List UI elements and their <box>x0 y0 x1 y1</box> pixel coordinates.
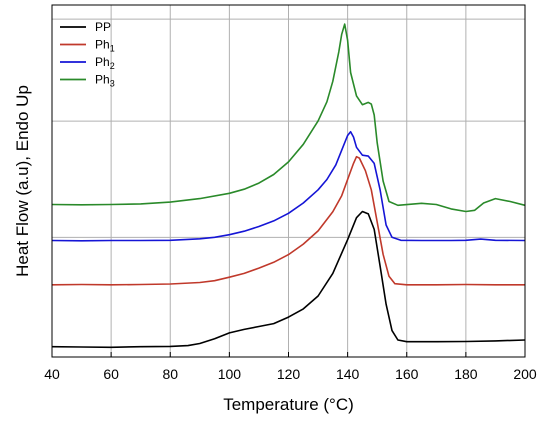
x-axis-ticks: 40 60 80 100 120 140 160 180 200 <box>44 352 537 382</box>
x-tick-label: 100 <box>218 366 242 382</box>
x-tick-label: 160 <box>395 366 419 382</box>
series-line-ph2 <box>51 130 526 242</box>
x-tick-label: 60 <box>103 366 119 382</box>
x-tick-label: 180 <box>454 366 478 382</box>
plot-series <box>51 23 526 349</box>
legend-label-subscript: 1 <box>110 44 115 54</box>
series-line-ph3 <box>51 23 526 213</box>
series-line-ph1 <box>51 155 525 286</box>
x-tick-label: 80 <box>162 366 178 382</box>
x-tick-label: 120 <box>277 366 301 382</box>
x-tick-label: 140 <box>336 366 360 382</box>
x-axis-title: Temperature (°C) <box>223 395 354 414</box>
grid-lines <box>52 5 525 357</box>
y-axis-title: Heat Flow (a.u), Endo Up <box>13 85 32 277</box>
legend-label: PP <box>95 20 111 34</box>
legend-label-subscript: 2 <box>110 61 115 71</box>
series-line-pp <box>51 210 526 349</box>
x-tick-label: 200 <box>513 366 537 382</box>
legend-label-subscript: 3 <box>110 79 115 89</box>
x-tick-label: 40 <box>44 366 60 382</box>
